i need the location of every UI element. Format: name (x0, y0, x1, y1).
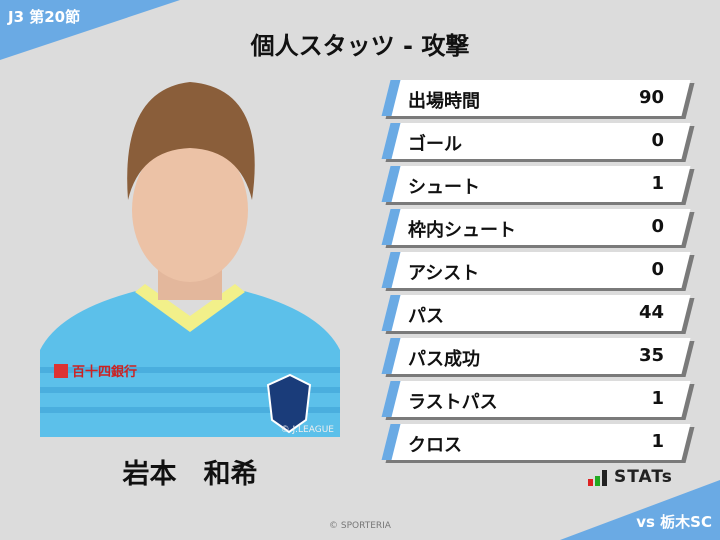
stat-label: アシスト (408, 263, 480, 284)
stat-row: アシスト 0 (381, 252, 695, 291)
stat-value: 35 (638, 345, 664, 366)
stats-logo: STATs (588, 469, 673, 486)
page-title: 個人スタッツ - 攻撃 (250, 32, 470, 60)
stat-label: ゴール (408, 134, 462, 155)
stat-value: 0 (651, 216, 664, 237)
logo-bar-green (595, 476, 600, 486)
logo-bar-red (588, 479, 593, 486)
player-photo: 百十四銀行 © J.LEAGUE (40, 70, 340, 437)
stat-row: 枠内シュート 0 (381, 209, 695, 248)
stat-row: クロス 1 (381, 424, 695, 463)
stat-value: 1 (651, 388, 664, 409)
stat-row: シュート 1 (381, 166, 695, 205)
opponent-label: vs 栃木SC (636, 513, 712, 531)
stat-row: パス 44 (381, 295, 695, 334)
stat-label: クロス (408, 435, 462, 456)
stat-row: ラストパス 1 (381, 381, 695, 420)
sponsor-text: 百十四銀行 (72, 364, 137, 380)
photo-credit: © J.LEAGUE (280, 425, 334, 435)
stat-row: 出場時間 90 (381, 80, 695, 119)
stat-label: シュート (408, 177, 480, 198)
stat-label: 枠内シュート (408, 220, 516, 241)
stat-label: パス (408, 306, 444, 327)
logo-bar-black (602, 470, 607, 486)
stat-label: パス成功 (408, 349, 480, 370)
stats-list: 出場時間 90 ゴール 0 シュート 1 枠内シュート 0 アシスト 0 パス 44 パス成功 35 ラスト… (381, 80, 695, 467)
stat-label: ラストパス (408, 392, 498, 413)
stat-value: 44 (638, 302, 664, 323)
player-name: 岩本 和希 (122, 459, 258, 490)
stat-label: 出場時間 (408, 91, 480, 112)
stat-value: 90 (638, 87, 664, 108)
copyright: © SPORTERIA (329, 521, 391, 531)
stat-value: 1 (651, 173, 664, 194)
stat-row: パス成功 35 (381, 338, 695, 377)
stat-value: 0 (651, 130, 664, 151)
stat-row: ゴール 0 (381, 123, 695, 162)
round-label: J3 第20節 (8, 8, 81, 26)
logo-text: STATs (614, 467, 673, 487)
stat-value: 0 (651, 259, 664, 280)
stat-value: 1 (651, 431, 664, 452)
